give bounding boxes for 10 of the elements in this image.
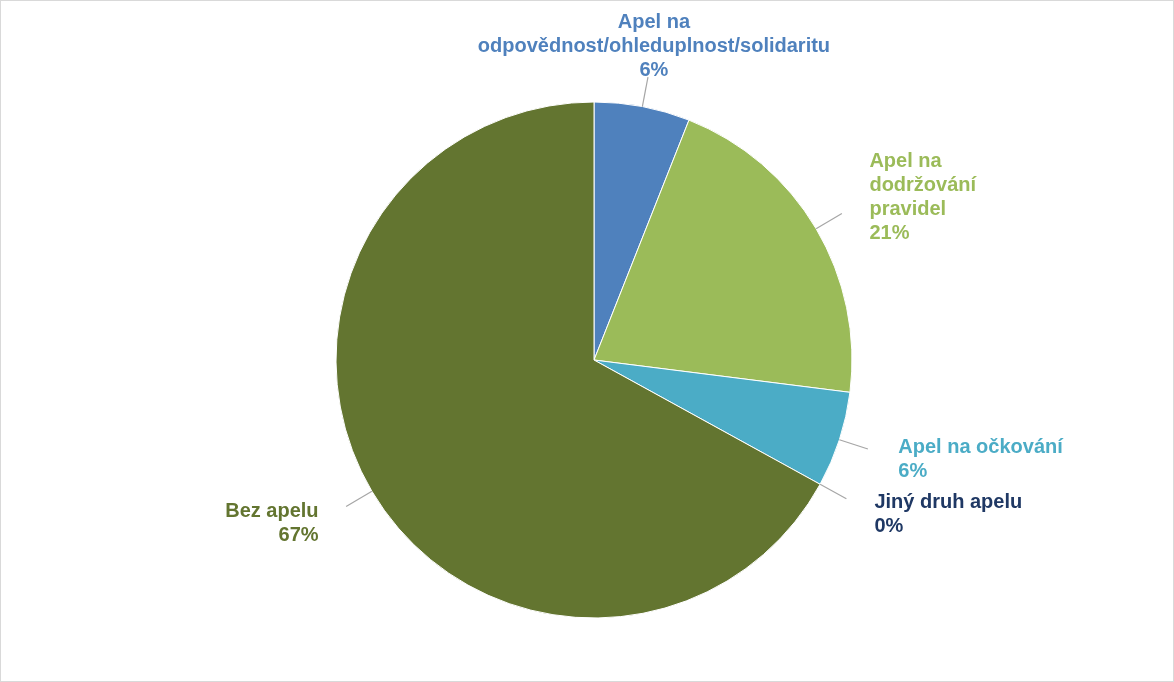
text: 0% <box>874 514 904 537</box>
data-label: 21% <box>869 221 910 244</box>
legend-label: Jiný druh apelu <box>874 490 1023 513</box>
slice-label: Apel na očkování <box>898 434 1065 457</box>
slice-label: Apel na odpovědnost/ohleduplnost/solidaritu <box>477 10 831 56</box>
data-label: 6% <box>898 458 928 481</box>
data-label: 67% <box>278 522 319 545</box>
data-label: 6% <box>639 58 669 80</box>
slice-label: Apel na dodržování pravidel <box>869 149 978 220</box>
slice-label: Bez apelu <box>225 498 319 521</box>
